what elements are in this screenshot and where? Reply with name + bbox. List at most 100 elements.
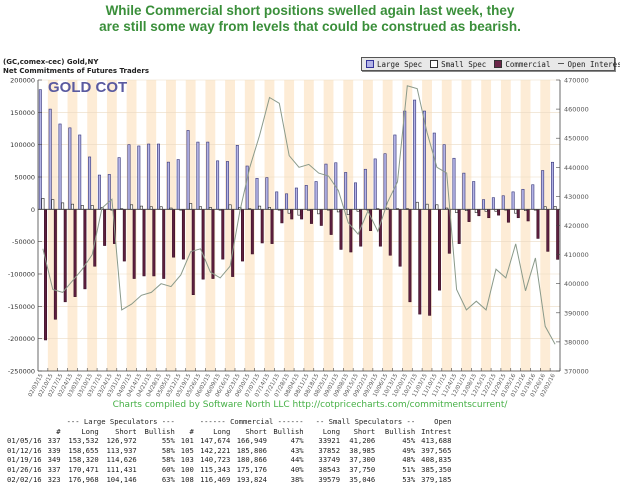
bar-commercial: [231, 209, 235, 277]
table-cell: 339: [47, 445, 61, 455]
column-header: Intrest: [421, 426, 452, 436]
table-cell: 41,206: [349, 436, 376, 446]
bar-large-spec: [275, 191, 279, 210]
table-cell: 111,431: [106, 464, 137, 474]
headline-line-1: While Commercial short positions swelled…: [105, 3, 515, 18]
bar-commercial: [132, 209, 136, 279]
table-cell: 35,046: [349, 474, 376, 484]
background-band: [402, 80, 413, 371]
bar-commercial: [191, 209, 195, 295]
table-cell: 51%: [402, 464, 416, 474]
open-interest-series: [42, 85, 556, 345]
table-cell: 47%: [290, 436, 304, 446]
background-band: [185, 80, 196, 371]
table-cell: 126,972: [106, 436, 137, 446]
left-tick-label: -50000: [12, 238, 35, 246]
background-band: [441, 80, 452, 371]
bar-large-spec: [354, 182, 357, 210]
background-band: [461, 80, 472, 371]
bar-commercial: [270, 209, 274, 244]
bar-large-spec: [482, 199, 486, 210]
background-band: [106, 80, 117, 371]
bar-small-spec: [61, 202, 65, 210]
bar-small-spec: [258, 205, 262, 210]
bar-commercial: [142, 209, 146, 277]
table-cell: 176,968: [68, 474, 99, 484]
bar-large-spec: [452, 157, 456, 210]
table-cell: 323: [47, 474, 61, 484]
square-filled-icon: [494, 60, 503, 68]
table-row: 01/26/16 337 170,471 111,431 60% 100 115,343 17…: [4, 465, 454, 475]
bar-large-spec: [511, 191, 515, 210]
bar-small-spec: [41, 198, 45, 210]
legend-label: Small Spec: [441, 60, 487, 69]
bar-large-spec: [491, 197, 495, 210]
chart-title-watermark: GOLD COT: [48, 79, 127, 96]
bar-small-spec: [435, 204, 439, 210]
bar-commercial: [103, 209, 107, 246]
table-cell: 37,300: [349, 455, 376, 465]
table-cell: 01/26/16: [7, 464, 42, 474]
background-band: [244, 80, 255, 371]
square-outline-icon: [366, 60, 374, 68]
background-band: [520, 80, 531, 371]
table-cell: 103: [180, 455, 194, 465]
series-description: Net Commitments of Futures Traders: [3, 67, 150, 75]
right-tick-label: 430000: [564, 193, 589, 201]
bar-small-spec: [139, 205, 143, 210]
column-header: Long: [322, 426, 341, 436]
table-cell: 01/05/16: [7, 436, 42, 446]
bars: [38, 89, 560, 341]
bar-large-spec: [216, 160, 220, 210]
table-cell: 337: [47, 436, 61, 446]
table-header-row: # Long Short Bullish # Long Short Bullish Long Sh…: [4, 427, 454, 437]
cot-chart: 200000 150000 100000 50000 0 -50000 -100000 -15…: [8, 77, 589, 399]
table-cell: 55%: [161, 436, 175, 446]
table-cell: 185,806: [236, 445, 267, 455]
table-cell: 01/12/16: [7, 445, 42, 455]
bar-small-spec: [553, 206, 557, 210]
bar-large-spec: [58, 123, 62, 210]
bar-commercial: [181, 209, 185, 260]
square-outline-icon: [430, 60, 439, 68]
table-cell: 158,320: [68, 455, 99, 465]
background-band: [481, 80, 492, 371]
table-row: 01/05/16 337 153,532 126,972 55% 101 147,674 16…: [4, 436, 454, 446]
right-tick-label: 440000: [564, 164, 589, 172]
background-band: [540, 80, 551, 371]
table-cell: 140,723: [200, 455, 231, 465]
table-cell: 108: [180, 474, 194, 484]
background-band: [166, 80, 176, 371]
table-cell: 45%: [402, 436, 416, 446]
bar-large-spec: [196, 141, 200, 210]
bar-commercial: [418, 209, 422, 315]
table-cell: 58%: [161, 445, 175, 455]
bar-commercial: [241, 209, 244, 262]
legend-label: Large Spec: [377, 60, 423, 69]
table-cell: 413,688: [421, 436, 452, 446]
background-band: [363, 80, 373, 371]
column-header: #: [56, 426, 61, 436]
headline-line-2: are still some way from levels that coul…: [99, 19, 521, 34]
table-cell: 37,750: [349, 464, 376, 474]
column-header: Bullish: [144, 426, 175, 436]
left-tick-label: 50000: [14, 174, 35, 182]
bar-large-spec: [393, 134, 397, 210]
table-cell: 38543: [318, 464, 341, 474]
group-header-open: Open: [434, 417, 452, 426]
bar-large-spec: [442, 144, 446, 210]
table-body: 01/05/16 337 153,532 126,972 55% 101 147,674 16…: [4, 436, 454, 484]
table-cell: 349: [47, 455, 61, 465]
column-header: #: [189, 426, 194, 436]
bar-commercial: [53, 209, 57, 320]
table-cell: 114,626: [106, 455, 137, 465]
bar-commercial: [428, 209, 432, 316]
bar-large-spec: [137, 145, 141, 210]
bar-large-spec: [344, 172, 348, 210]
line-icon: [558, 63, 565, 64]
background-band: [323, 80, 334, 371]
bar-large-spec: [324, 163, 328, 210]
axes: 200000 150000 100000 50000 0 -50000 -100000 -15…: [8, 77, 589, 399]
bar-commercial: [506, 209, 510, 223]
bar-large-spec: [550, 161, 554, 210]
